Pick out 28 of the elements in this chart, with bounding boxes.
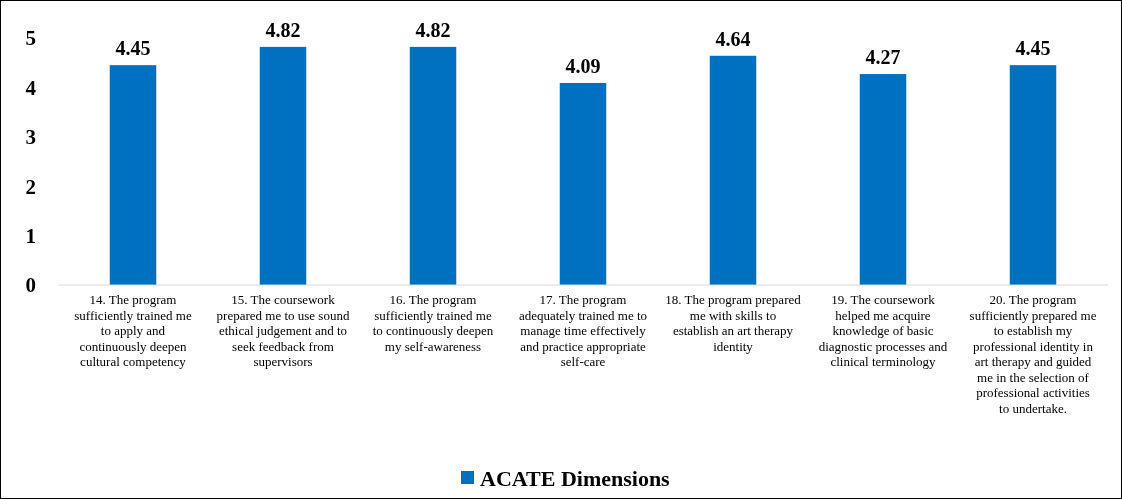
x-tick-label: 15. The coursework prepared me to use sound ethical judgement and to seek feedback from supervisors: [216, 292, 350, 369]
bar: [259, 46, 307, 285]
bar: [559, 82, 607, 285]
y-tick-label: 2: [25, 174, 36, 199]
y-tick-label: 0: [25, 273, 36, 298]
legend-label: ACATE Dimensions: [480, 465, 671, 491]
y-tick-label: 3: [25, 125, 36, 150]
x-tick-label: 17. The program adequately trained me to manage time effectively and practice appropriate self-care: [518, 292, 648, 369]
x-tick-label: 20. The program sufficiently prepared me to establish my professional identity in art therapy and guided me in the selection of professional activities to undertake.: [969, 292, 1097, 416]
data-label: 4.45: [1015, 37, 1051, 60]
y-tick-label: 4: [25, 75, 37, 100]
x-tick-label: 18. The program prepared me with skills to establish an art therapy identity: [665, 292, 802, 354]
y-tick-label: 1: [25, 223, 36, 248]
x-tick-label: 14. The program sufficiently trained me to apply and continuously deepen cultural competency: [74, 292, 192, 369]
data-label: 4.82: [415, 18, 451, 41]
bar: [709, 55, 757, 285]
data-label: 4.45: [115, 37, 151, 60]
data-label: 4.27: [865, 46, 901, 69]
x-tick-label: 19. The coursework helped me acquire knowledge of basic diagnostic processes and clinical terminology: [818, 292, 948, 369]
data-label: 4.09: [565, 54, 601, 77]
bar: [1009, 65, 1057, 285]
bar: [409, 46, 457, 285]
x-tick-label: 16. The program sufficiently trained me to continuously deepen my self-awareness: [372, 292, 494, 354]
y-tick-label: 5: [25, 26, 36, 51]
data-label: 4.64: [715, 27, 751, 50]
data-label: 4.82: [265, 18, 301, 41]
bar: [859, 74, 907, 285]
bar: [109, 65, 157, 285]
